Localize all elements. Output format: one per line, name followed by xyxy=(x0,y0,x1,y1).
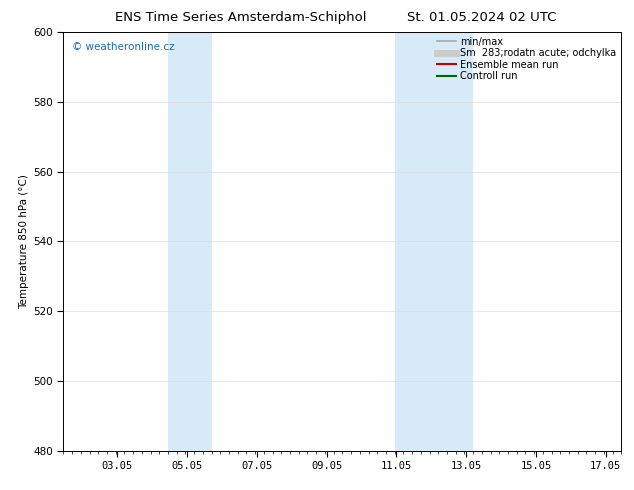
Y-axis label: Temperature 850 hPa (°C): Temperature 850 hPa (°C) xyxy=(19,174,29,309)
Legend: min/max, Sm  283;rodatn acute; odchylka, Ensemble mean run, Controll run: min/max, Sm 283;rodatn acute; odchylka, … xyxy=(435,35,618,83)
Text: St. 01.05.2024 02 UTC: St. 01.05.2024 02 UTC xyxy=(407,11,557,24)
Bar xyxy=(168,32,212,451)
Text: ENS Time Series Amsterdam-Schiphol: ENS Time Series Amsterdam-Schiphol xyxy=(115,11,366,24)
Text: © weatheronline.cz: © weatheronline.cz xyxy=(72,42,174,52)
Bar xyxy=(394,32,473,451)
